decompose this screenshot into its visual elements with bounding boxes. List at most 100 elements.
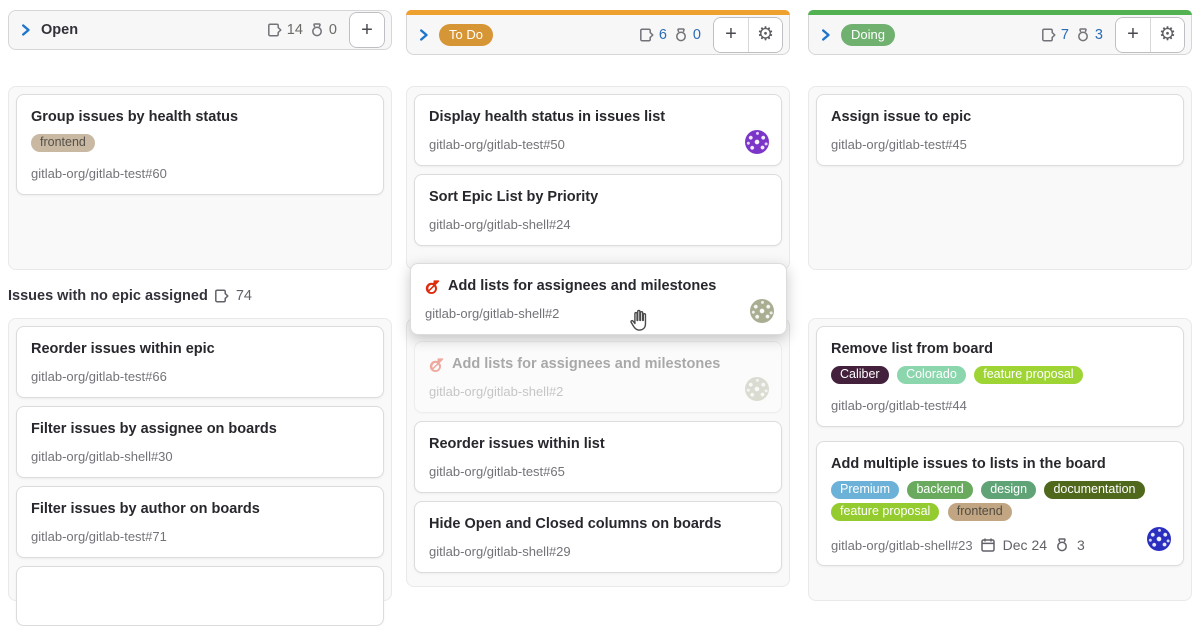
issue-reference: gitlab-org/gitlab-shell#24 — [429, 217, 571, 232]
weight-count: 3 — [1075, 27, 1103, 43]
issue-title[interactable]: Assign issue to epic — [831, 109, 972, 125]
add-issue-button[interactable]: + — [1116, 17, 1150, 52]
issue-title[interactable]: Add multiple issues to lists in the boar… — [831, 456, 1106, 472]
list-header-doing: Doing 7 3 + ⚙ — [808, 10, 1192, 55]
plus-icon: + — [725, 23, 737, 45]
calendar-icon — [980, 537, 996, 553]
issue-card[interactable]: Assign issue to epic gitlab-org/gitlab-t… — [816, 94, 1184, 166]
swimlane-header-no-epic: Issues with no epic assigned 74 — [8, 288, 252, 304]
issue-title[interactable]: Reorder issues within list — [429, 436, 605, 452]
issue-title[interactable]: Group issues by health status — [31, 109, 239, 125]
epic-lane-list: Display health status in issues list git… — [406, 86, 790, 270]
swimlane-issue-count: 74 — [235, 288, 252, 304]
board-list-open: Open 14 0 + Group issues b — [8, 0, 392, 626]
issue-title[interactable]: Sort Epic List by Priority — [429, 189, 599, 205]
dragged-issue-card[interactable]: Add lists for assignees and milestones g… — [410, 263, 787, 335]
list-header-todo: To Do 6 0 + ⚙ — [406, 10, 790, 55]
issue-title[interactable]: Display health status in issues list — [429, 109, 666, 125]
issue-card[interactable]: Remove list from board Caliber Colorado … — [816, 326, 1184, 427]
issue-card[interactable]: Display health status in issues list git… — [414, 94, 782, 166]
issue-reference: gitlab-org/gitlab-test#66 — [31, 369, 167, 384]
label-documentation[interactable]: documentation — [1044, 481, 1145, 499]
issue-title[interactable]: Filter issues by assignee on boards — [31, 421, 277, 437]
assignee-avatar — [745, 130, 769, 154]
issue-title[interactable]: Remove list from board — [831, 341, 993, 357]
weight-count: 0 — [673, 27, 701, 43]
issue-reference: gitlab-org/gitlab-shell#30 — [31, 449, 173, 464]
weight-count: 0 — [309, 22, 337, 38]
drag-ghost-card: Add lists for assignees and milestones g… — [414, 341, 782, 413]
assignee-avatar — [750, 299, 774, 323]
issue-reference: gitlab-org/gitlab-test#45 — [831, 137, 967, 152]
label-colorado[interactable]: Colorado — [897, 366, 966, 384]
issue-reference: gitlab-org/gitlab-test#65 — [429, 464, 565, 479]
issue-reference: gitlab-org/gitlab-shell#2 — [429, 384, 564, 399]
add-issue-button[interactable]: + — [350, 13, 384, 47]
list-accent-bar — [406, 10, 790, 15]
issue-card[interactable]: Sort Epic List by Priority gitlab-org/gi… — [414, 174, 782, 246]
collapse-chevron-icon[interactable] — [419, 28, 429, 42]
label-caliber[interactable]: Caliber — [831, 366, 889, 384]
label-backend[interactable]: backend — [907, 481, 973, 499]
issues-icon — [214, 288, 230, 304]
issue-weight: 3 — [1077, 537, 1085, 553]
gear-icon: ⚙ — [756, 24, 775, 45]
issues-icon — [1041, 27, 1057, 43]
label-premium[interactable]: Premium — [831, 481, 900, 499]
epic-lane-list: Assign issue to epic gitlab-org/gitlab-t… — [808, 86, 1192, 270]
add-issue-button[interactable]: + — [714, 17, 748, 52]
issue-reference: gitlab-org/gitlab-shell#23 — [831, 537, 973, 553]
issue-reference: gitlab-org/gitlab-test#71 — [31, 529, 167, 544]
label-feature-proposal[interactable]: feature proposal — [831, 503, 940, 521]
issue-reference: gitlab-org/gitlab-test#50 — [429, 137, 565, 152]
board-list-doing: Doing 7 3 + ⚙ — [808, 0, 1192, 601]
issue-reference: gitlab-org/gitlab-test#44 — [831, 398, 967, 413]
list-accent-bar — [808, 10, 1192, 15]
issue-reference: gitlab-org/gitlab-shell#29 — [429, 544, 571, 559]
issue-card[interactable]: Reorder issues within epic gitlab-org/gi… — [16, 326, 384, 398]
blocked-icon — [429, 357, 445, 373]
collapse-chevron-icon[interactable] — [21, 23, 31, 37]
plus-icon: + — [1127, 23, 1139, 45]
label-feature-proposal[interactable]: feature proposal — [974, 366, 1083, 384]
list-settings-button[interactable]: ⚙ — [748, 17, 782, 52]
swimlane-label: Issues with no epic assigned — [8, 288, 208, 304]
list-title: Open — [41, 22, 79, 38]
list-label-badge: Doing — [841, 23, 895, 46]
issue-card[interactable]: Group issues by health status frontend g… — [16, 94, 384, 195]
issue-card[interactable]: Add multiple issues to lists in the boar… — [816, 441, 1184, 566]
issue-card[interactable]: Hide Open and Closed columns on boards g… — [414, 501, 782, 573]
issue-reference: gitlab-org/gitlab-test#60 — [31, 166, 167, 181]
label-frontend[interactable]: frontend — [31, 134, 95, 152]
list-settings-button[interactable]: ⚙ — [1150, 17, 1184, 52]
issue-card[interactable]: Filter issues by author on boards gitlab… — [16, 486, 384, 558]
issue-title[interactable]: Hide Open and Closed columns on boards — [429, 516, 722, 532]
issue-count: 7 — [1041, 27, 1069, 43]
assignee-avatar — [745, 377, 769, 401]
issues-icon — [639, 27, 655, 43]
no-epic-lane-list: Remove list from board Caliber Colorado … — [808, 318, 1192, 601]
issue-title[interactable]: Filter issues by author on boards — [31, 501, 260, 517]
weight-icon — [673, 27, 689, 43]
plus-icon: + — [361, 18, 373, 41]
no-epic-lane-list: Reorder issues within epic gitlab-org/gi… — [8, 318, 392, 626]
board-list-todo: To Do 6 0 + ⚙ — [406, 0, 790, 589]
issue-title: Add lists for assignees and milestones — [452, 356, 721, 372]
issue-card-clipped[interactable] — [16, 566, 384, 626]
list-header-open: Open 14 0 + — [8, 10, 392, 50]
issue-title[interactable]: Reorder issues within epic — [31, 341, 215, 357]
issue-card[interactable]: Reorder issues within list gitlab-org/gi… — [414, 421, 782, 493]
label-frontend[interactable]: frontend — [947, 503, 1012, 521]
weight-icon — [309, 22, 325, 38]
issue-card[interactable]: Filter issues by assignee on boards gitl… — [16, 406, 384, 478]
epic-lane-list: Group issues by health status frontend g… — [8, 86, 392, 270]
issue-title[interactable]: Add lists for assignees and milestones — [448, 278, 717, 294]
blocked-icon — [425, 279, 441, 295]
weight-icon — [1075, 27, 1091, 43]
issue-count: 6 — [639, 27, 667, 43]
collapse-chevron-icon[interactable] — [821, 28, 831, 42]
due-date: Dec 24 — [1002, 537, 1048, 553]
weight-icon — [1054, 537, 1070, 553]
issues-icon — [267, 22, 283, 38]
label-design[interactable]: design — [981, 481, 1037, 499]
